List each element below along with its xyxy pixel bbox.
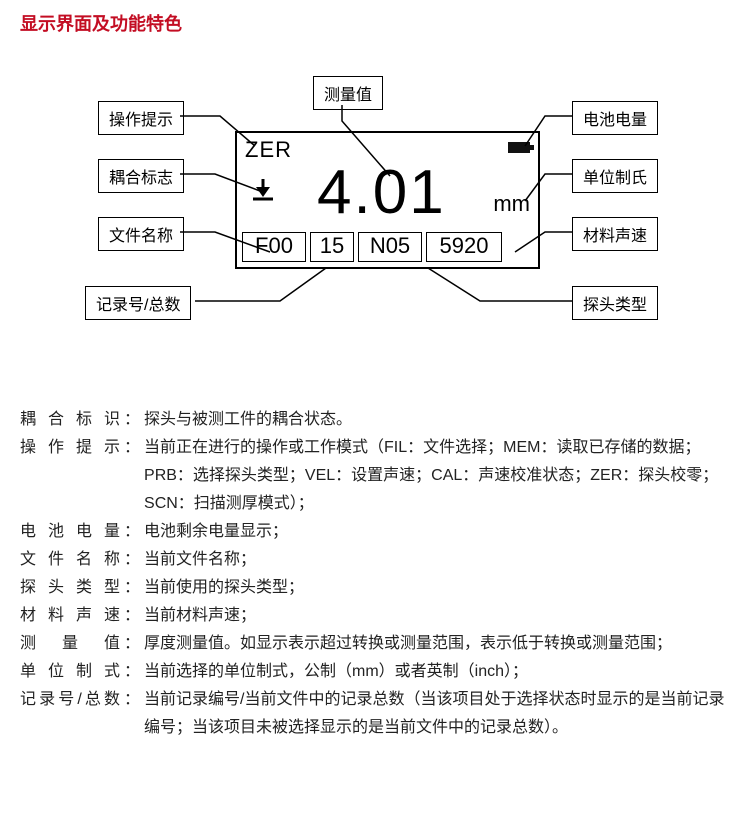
- cell-velocity: 5920: [426, 232, 502, 262]
- desc-row: 耦合标识：探头与被测工件的耦合状态。: [20, 406, 730, 434]
- desc-row: 操作提示：当前正在进行的操作或工作模式（FIL：文件选择；MEM：读取已存储的数…: [20, 434, 730, 518]
- desc-term: 电池电量: [20, 518, 120, 546]
- lcd-value: 4.01: [317, 157, 446, 228]
- callout-record-total: 记录号/总数: [85, 286, 191, 320]
- lcd-panel: ZER 4.01 mm F00 15 N05 5920: [235, 131, 540, 269]
- desc-term: 文件名称: [20, 546, 120, 574]
- lcd-mode-code: ZER: [245, 137, 292, 163]
- desc-term: 耦合标识: [20, 406, 120, 434]
- coupling-icon: [251, 177, 275, 201]
- desc-colon: ：: [120, 602, 144, 630]
- callout-unit: 单位制氏: [572, 159, 658, 193]
- description-list: 耦合标识：探头与被测工件的耦合状态。操作提示：当前正在进行的操作或工作模式（FI…: [20, 406, 730, 742]
- callout-battery: 电池电量: [572, 101, 658, 135]
- desc-body: 当前选择的单位制式，公制（mm）或者英制（inch）；: [144, 658, 730, 686]
- desc-body: 电池剩余电量显示；: [144, 518, 730, 546]
- cell-probe: N05: [358, 232, 422, 262]
- desc-row: 测 量 值：厚度测量值。如显示表示超过转换或测量范围，表示低于转换或测量范围；: [20, 630, 730, 658]
- battery-icon: [508, 142, 530, 153]
- desc-body: 当前文件名称；: [144, 546, 730, 574]
- desc-row: 探头类型：当前使用的探头类型；: [20, 574, 730, 602]
- desc-colon: ：: [120, 434, 144, 518]
- desc-term: 操作提示: [20, 434, 120, 518]
- desc-colon: ：: [120, 686, 144, 742]
- desc-row: 文件名称：当前文件名称；: [20, 546, 730, 574]
- desc-term: 探头类型: [20, 574, 120, 602]
- display-diagram: ZER 4.01 mm F00 15 N05 5920 测量值 操作提示 耦合标…: [20, 76, 730, 356]
- desc-term: 单位制式: [20, 658, 120, 686]
- desc-term: 记录号/总数: [20, 686, 120, 742]
- desc-body: 当前使用的探头类型；: [144, 574, 730, 602]
- callout-measure-value: 测量值: [313, 76, 383, 110]
- desc-colon: ：: [120, 574, 144, 602]
- desc-colon: ：: [120, 406, 144, 434]
- desc-colon: ：: [120, 658, 144, 686]
- desc-colon: ：: [120, 630, 144, 658]
- callout-file-name: 文件名称: [98, 217, 184, 251]
- desc-row: 记录号/总数：当前记录编号/当前文件中的记录总数（当该项目处于选择状态时显示的是…: [20, 686, 730, 742]
- desc-colon: ：: [120, 546, 144, 574]
- lcd-bottom-row: F00 15 N05 5920: [242, 232, 533, 262]
- callout-velocity: 材料声速: [572, 217, 658, 251]
- desc-body: 探头与被测工件的耦合状态。: [144, 406, 730, 434]
- desc-colon: ：: [120, 518, 144, 546]
- desc-row: 材料声速：当前材料声速；: [20, 602, 730, 630]
- cell-count: 15: [310, 232, 354, 262]
- callout-probe-type: 探头类型: [572, 286, 658, 320]
- desc-term: 测 量 值: [20, 630, 120, 658]
- desc-term: 材料声速: [20, 602, 120, 630]
- callout-op-hint: 操作提示: [98, 101, 184, 135]
- desc-row: 单位制式：当前选择的单位制式，公制（mm）或者英制（inch）；: [20, 658, 730, 686]
- section-title: 显示界面及功能特色: [20, 10, 730, 36]
- desc-body: 厚度测量值。如显示表示超过转换或测量范围，表示低于转换或测量范围；: [144, 630, 730, 658]
- callout-coupling: 耦合标志: [98, 159, 184, 193]
- desc-body: 当前材料声速；: [144, 602, 730, 630]
- desc-row: 电池电量：电池剩余电量显示；: [20, 518, 730, 546]
- lcd-unit: mm: [493, 191, 530, 217]
- desc-body: 当前记录编号/当前文件中的记录总数（当该项目处于选择状态时显示的是当前记录编号；…: [144, 686, 730, 742]
- desc-body: 当前正在进行的操作或工作模式（FIL：文件选择；MEM：读取已存储的数据；PRB…: [144, 434, 730, 518]
- cell-file: F00: [242, 232, 306, 262]
